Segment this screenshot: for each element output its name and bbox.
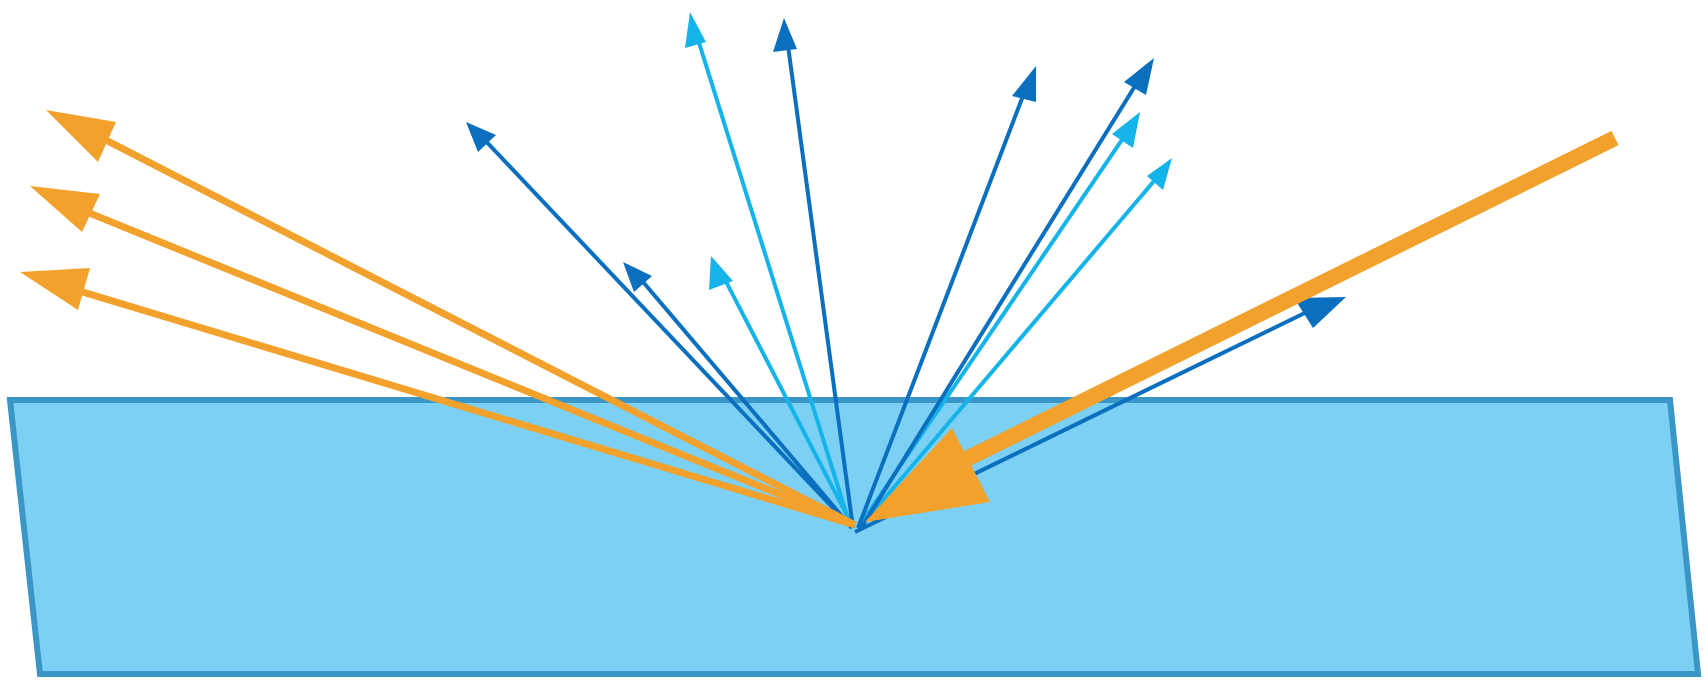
scatter-ray-dark-5 xyxy=(858,58,1154,532)
scatter-ray-light-1 xyxy=(709,256,854,526)
reflecting-surface xyxy=(6,397,1702,677)
orange-reflected-ray-3 xyxy=(20,268,857,529)
orange-reflected-ray-1 xyxy=(46,110,857,529)
scatter-ray-light-4 xyxy=(860,158,1172,527)
orange-reflected-ray-2 xyxy=(30,186,857,529)
scatter-ray-dark-2 xyxy=(623,262,854,530)
scatter-ray-dark-1 xyxy=(466,122,854,530)
scatter-ray-light-2 xyxy=(685,12,852,526)
scatter-ray-dark-3 xyxy=(773,18,855,529)
incident-ray xyxy=(865,130,1619,522)
scatter-ray-dark-4 xyxy=(856,66,1036,529)
